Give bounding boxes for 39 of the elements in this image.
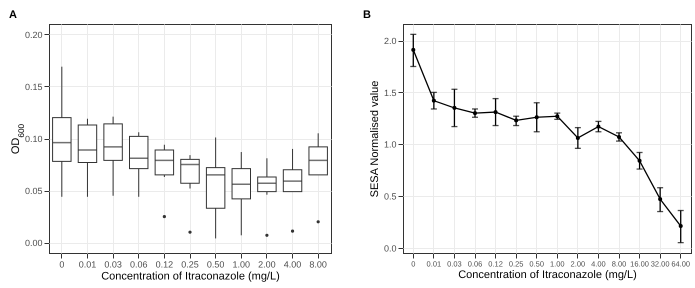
y-axis-title: SESA Normalised value	[368, 80, 381, 198]
x-tick-label: 0.12	[156, 260, 174, 270]
y-tick-label: 0.10	[24, 134, 42, 144]
y-tick-label: 0.15	[24, 82, 42, 92]
point	[452, 106, 456, 110]
point	[534, 115, 539, 120]
chart-title: B	[363, 9, 371, 21]
x-axis-title: Concentration of Itraconazole (mg/L)	[101, 270, 280, 282]
point	[473, 111, 477, 116]
x-tick-label: 0.01	[78, 260, 96, 270]
point	[411, 48, 416, 52]
point	[494, 110, 498, 114]
point	[576, 136, 580, 140]
x-tick-label: 0.06	[130, 260, 148, 270]
x-tick-label: 1.00	[232, 260, 250, 270]
y-tick-label: 0.20	[24, 30, 42, 40]
x-tick-label: 0.03	[104, 260, 122, 270]
x-axis-title: Concentration of Itraconazole (mg/L)	[458, 269, 637, 281]
point	[658, 197, 662, 202]
x-tick-label: 4.00	[284, 260, 302, 270]
y-tick-label: 0.0	[384, 243, 396, 254]
x-tick-label: 0	[59, 260, 64, 270]
x-tick-label: 2.00	[258, 260, 276, 270]
y-tick-label: 0.00	[24, 238, 42, 248]
point	[678, 224, 683, 228]
point	[617, 134, 621, 139]
point	[432, 98, 436, 103]
chart-title: A	[9, 9, 17, 21]
y-tick-label: 0.05	[24, 186, 42, 196]
point	[596, 124, 600, 129]
point	[514, 118, 518, 122]
x-tick-label: 0.25	[181, 260, 199, 270]
y-tick-label: 1.5	[384, 88, 396, 98]
y-tick-label: 1.0	[384, 140, 396, 150]
y-tick-label: 2.0	[384, 36, 396, 46]
y-tick-label: 0.5	[384, 192, 396, 202]
point	[638, 158, 642, 163]
x-tick-label: 0.50	[206, 260, 224, 270]
x-tick-label: 8.00	[309, 260, 327, 270]
